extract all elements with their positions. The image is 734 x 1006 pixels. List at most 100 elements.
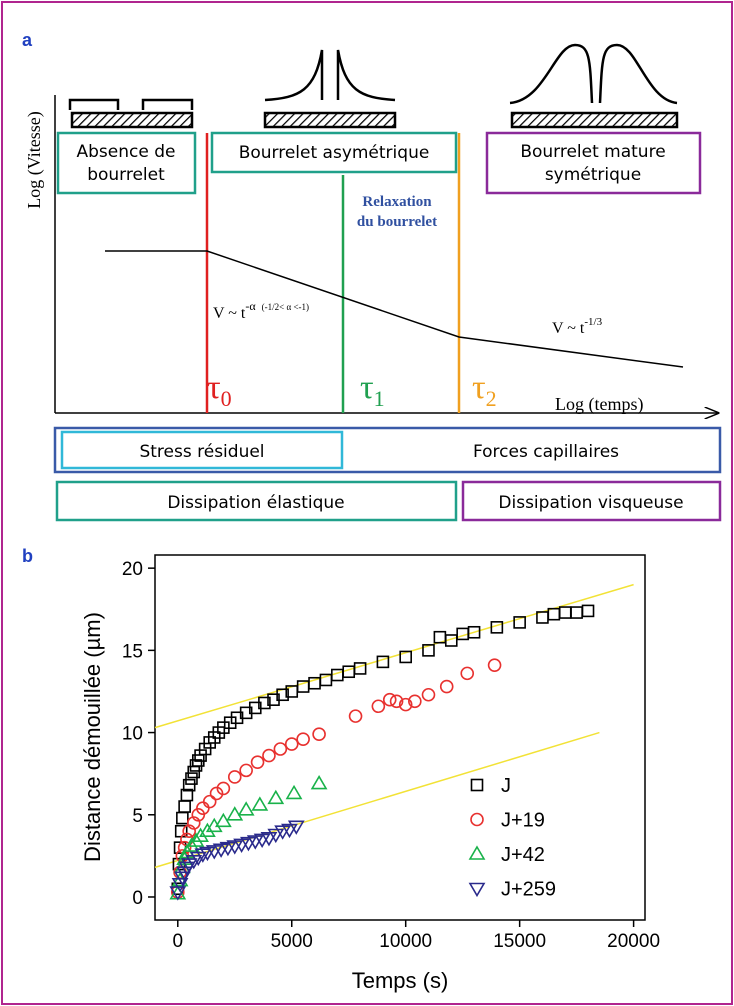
law-base: V ~ t — [213, 305, 246, 322]
legend-label: J+42 — [501, 844, 545, 866]
legend-marker — [470, 812, 484, 827]
legend-label: J — [501, 775, 511, 797]
point — [487, 658, 502, 672]
box-text: Bourrelet asymétrique — [239, 143, 430, 163]
tau-sub: 1 — [374, 386, 385, 411]
point — [348, 709, 363, 723]
tau-sub: 2 — [486, 386, 497, 411]
legend-marker — [468, 845, 486, 860]
annotation: du bourrelet — [357, 214, 437, 230]
box — [485, 131, 702, 195]
point — [570, 606, 583, 619]
box-text: Forces capillaires — [473, 442, 619, 462]
legend-marker — [470, 778, 484, 792]
point — [202, 794, 217, 809]
point — [558, 606, 572, 619]
tau: τ1 — [360, 369, 385, 411]
box-text: symétrique — [545, 165, 641, 185]
point — [276, 688, 289, 702]
box-text: Absence de — [77, 142, 176, 162]
point — [444, 634, 458, 647]
point — [285, 784, 303, 800]
law: V ~ t-1/3 — [552, 316, 603, 337]
point — [389, 694, 404, 709]
x-tick-label: 20000 — [607, 931, 660, 952]
y-tick-label: 20 — [122, 559, 143, 580]
point — [260, 831, 278, 847]
box — [461, 480, 722, 522]
box — [55, 480, 458, 522]
point — [310, 774, 328, 790]
point — [178, 800, 191, 813]
law-exponent: -1/3 — [584, 316, 602, 328]
point — [422, 644, 435, 657]
x-tick-label: 5000 — [271, 931, 313, 952]
point — [439, 679, 454, 694]
legend-label: J+259 — [501, 879, 556, 901]
point — [421, 687, 436, 702]
x-tick-label: 15000 — [493, 931, 546, 952]
box-text: Bourrelet mature — [520, 142, 665, 162]
point — [382, 692, 397, 707]
point — [281, 823, 298, 839]
point — [183, 837, 200, 852]
tau-symbol: τ — [360, 369, 374, 406]
point — [398, 697, 413, 712]
point — [258, 696, 271, 710]
panel-a: a Absence de bourrelet Bourrelet asymétr… — [22, 30, 722, 522]
tau: τ2 — [472, 369, 497, 411]
legend-marker — [468, 882, 486, 898]
point — [376, 655, 390, 669]
law-condition: (-1/2< α <-1) — [262, 302, 309, 312]
point — [182, 824, 196, 839]
point — [176, 811, 189, 825]
x-tick-label: 0 — [173, 931, 184, 952]
law: V ~ t-α (-1/2< α <-1) — [213, 299, 309, 322]
y-tick-label: 15 — [122, 641, 143, 662]
point — [187, 832, 205, 847]
point — [239, 763, 253, 778]
point — [467, 625, 481, 639]
tau: τ0 — [207, 369, 232, 411]
fit-line — [154, 731, 600, 869]
box-text: Dissipation élastique — [167, 493, 344, 513]
point — [186, 816, 201, 830]
point — [185, 772, 198, 785]
point — [251, 796, 269, 811]
point — [581, 604, 595, 618]
panel-label: a — [22, 30, 33, 50]
point — [194, 749, 207, 762]
point — [194, 848, 212, 863]
point — [490, 621, 504, 634]
point — [312, 727, 326, 742]
point — [408, 694, 422, 709]
point — [513, 616, 526, 629]
axis-label: Log (Vitesse) — [24, 111, 45, 208]
plot-frame — [154, 554, 646, 921]
point — [227, 770, 242, 784]
curve — [105, 250, 684, 368]
point — [267, 789, 285, 805]
law-base: V ~ t — [552, 320, 585, 337]
axis-label: Log (temps) — [555, 394, 643, 415]
tau-symbol: τ — [472, 369, 486, 406]
point — [284, 737, 299, 751]
annotation: Relaxation — [362, 194, 432, 210]
tau-symbol: τ — [207, 369, 221, 406]
law-exponent: -α — [245, 299, 256, 313]
box — [60, 430, 344, 470]
panel-label: b — [22, 546, 33, 566]
point — [353, 662, 367, 675]
tau-sub: 0 — [221, 386, 232, 411]
y-tick-label: 0 — [132, 888, 143, 909]
y-axis-label: Distance démouillée (µm) — [80, 612, 105, 862]
schematic — [68, 43, 679, 129]
point — [262, 748, 276, 763]
point — [209, 786, 224, 801]
point — [399, 650, 412, 664]
point — [273, 742, 288, 756]
box-text: Stress résiduel — [139, 442, 264, 462]
point — [216, 781, 231, 796]
